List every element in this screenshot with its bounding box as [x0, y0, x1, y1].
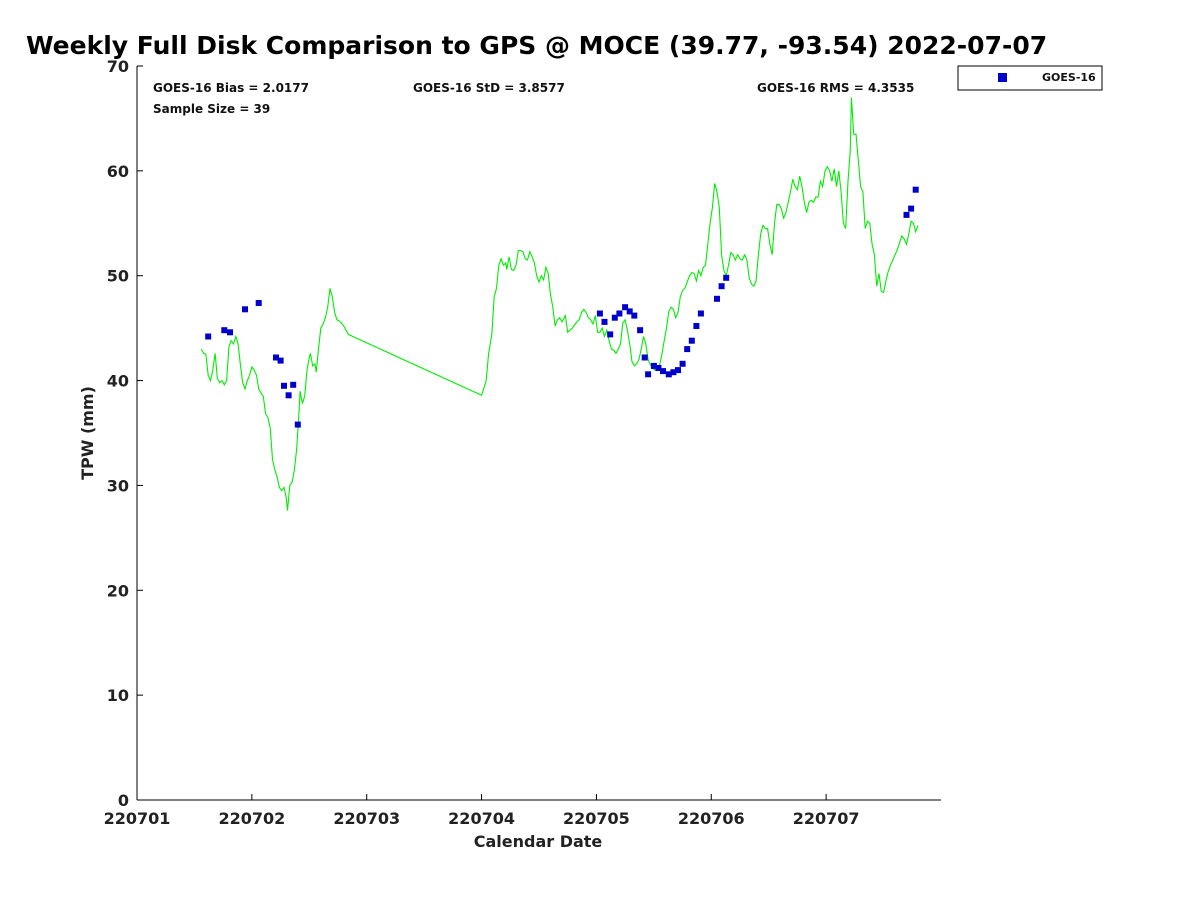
legend: GOES-16 — [957, 65, 1103, 91]
stats-annotations: GOES-16 Bias = 2.0177 GOES-16 StD = 3.85… — [153, 81, 914, 116]
y-tick-label: 30 — [107, 476, 129, 495]
rms-stat: GOES-16 RMS = 4.3535 — [757, 81, 914, 95]
goes16-point — [912, 186, 919, 193]
y-tick-label: 50 — [107, 267, 129, 286]
goes16-point — [675, 367, 681, 374]
y-tick-label: 20 — [107, 581, 129, 600]
goes16-point — [714, 295, 720, 302]
x-tick-label: 220706 — [678, 809, 745, 828]
y-tick-label: 0 — [118, 791, 129, 810]
x-ticks: 220701 220702 220703 220704 220705 220706 2207… — [104, 794, 860, 828]
y-tick-label: 70 — [107, 57, 129, 76]
goes16-point — [205, 333, 212, 340]
goes16-point — [637, 327, 644, 334]
goes16-point — [611, 314, 618, 321]
goes16-point — [281, 382, 287, 389]
goes16-point — [601, 318, 608, 325]
goes16-point — [631, 312, 638, 319]
legend-box — [957, 65, 1103, 91]
goes16-point — [645, 371, 652, 378]
goes16-point — [688, 337, 695, 344]
goes16-point — [650, 362, 657, 369]
goes16-point — [607, 331, 614, 338]
goes16-point — [655, 365, 662, 371]
bias-stat: GOES-16 Bias = 2.0177 — [153, 81, 309, 95]
goes16-point — [684, 346, 691, 353]
x-tick-label: 220704 — [448, 809, 515, 828]
goes16-point — [255, 300, 262, 306]
x-tick-label: 220701 — [104, 809, 171, 828]
gps-series — [200, 97, 919, 511]
goes16-point — [641, 354, 648, 361]
goes16-point — [290, 381, 297, 388]
x-tick-label: 220707 — [793, 809, 860, 828]
goes16-point — [221, 327, 228, 334]
sample-size-stat: Sample Size = 39 — [153, 102, 270, 116]
goes16-point — [693, 323, 700, 329]
goes16-point — [679, 360, 686, 367]
goes16-point — [660, 368, 666, 375]
goes16-point — [616, 310, 623, 317]
goes16-point — [626, 308, 633, 315]
legend-label-goes16: GOES-16 — [1042, 71, 1096, 84]
legend-marker-goes16 — [998, 73, 1007, 82]
goes16-point — [908, 205, 915, 212]
goes16-point — [622, 304, 629, 311]
y-tick-label: 10 — [107, 686, 129, 705]
x-tick-label: 220702 — [218, 809, 285, 828]
x-axis-label: Calendar Date — [474, 832, 603, 851]
goes16-point — [596, 310, 603, 317]
y-tick-label: 60 — [107, 162, 129, 181]
goes16-point — [285, 392, 292, 399]
goes16-point — [697, 310, 704, 317]
goes16-point — [294, 421, 301, 428]
goes16-point — [718, 283, 725, 290]
x-tick-label: 220705 — [563, 809, 630, 828]
gps-tpw-line — [200, 97, 919, 511]
axes — [136, 66, 941, 801]
goes16-point — [242, 306, 248, 313]
y-tick-label: 40 — [107, 372, 129, 391]
goes16-point — [723, 274, 730, 281]
x-tick-label: 220703 — [333, 809, 400, 828]
goes16-point — [227, 329, 233, 336]
y-ticks: 0 10 20 30 40 50 60 70 — [107, 57, 143, 810]
goes16-point — [273, 354, 279, 361]
goes16-series — [205, 186, 919, 428]
goes16-point — [277, 357, 284, 364]
goes16-point — [670, 369, 677, 376]
goes16-point — [665, 371, 672, 378]
y-axis-label: TPW (mm) — [78, 386, 97, 480]
std-stat: GOES-16 StD = 3.8577 — [413, 81, 565, 95]
goes16-point — [903, 211, 910, 218]
chart-title: Weekly Full Disk Comparison to GPS @ MOC… — [26, 31, 1047, 60]
